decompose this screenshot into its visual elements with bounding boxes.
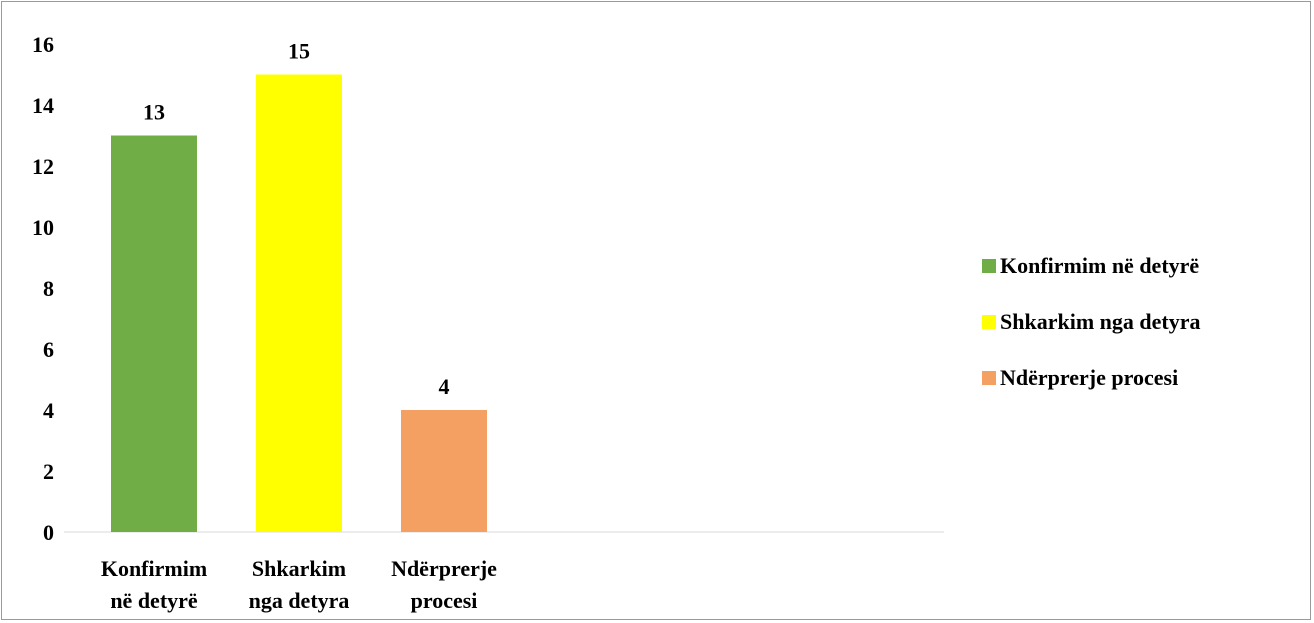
legend-swatch-yellow <box>982 315 996 329</box>
legend-item-nderprerje: Ndërprerje procesi <box>982 350 1200 406</box>
bar <box>256 74 342 532</box>
y-tick-label: 14 <box>32 93 54 118</box>
legend-swatch-orange <box>982 371 996 385</box>
x-tick-label: Ndërprerje <box>391 556 497 581</box>
y-tick-label: 6 <box>43 337 54 362</box>
y-tick-label: 2 <box>43 459 54 484</box>
legend-item-shkarkim: Shkarkim nga detyra <box>982 294 1200 350</box>
y-tick-label: 16 <box>32 32 54 57</box>
legend-label: Konfirmim në detyrë <box>1000 253 1200 278</box>
legend: Konfirmim në detyrë Shkarkim nga detyra … <box>982 238 1200 406</box>
bar <box>401 410 487 532</box>
data-label: 4 <box>439 374 450 399</box>
legend-label: Shkarkim nga detyra <box>1000 309 1201 334</box>
legend-item-konfirmim: Konfirmim në detyrë <box>982 238 1200 294</box>
x-tick-label: procesi <box>411 588 478 613</box>
x-tick-label: Konfirmim <box>101 556 207 581</box>
y-tick-label: 0 <box>43 520 54 545</box>
legend-swatch-green <box>982 259 996 273</box>
y-tick-label: 12 <box>32 154 54 179</box>
x-tick-label: Shkarkim <box>252 556 346 581</box>
y-tick-label: 8 <box>43 276 54 301</box>
data-label: 13 <box>143 100 165 125</box>
legend-label: Ndërprerje procesi <box>1000 365 1179 390</box>
x-tick-label: në detyrë <box>110 588 198 613</box>
data-label: 15 <box>288 39 310 64</box>
y-tick-label: 10 <box>32 215 54 240</box>
bar <box>111 135 197 532</box>
y-tick-label: 4 <box>43 398 54 423</box>
x-tick-label: nga detyra <box>249 588 350 613</box>
